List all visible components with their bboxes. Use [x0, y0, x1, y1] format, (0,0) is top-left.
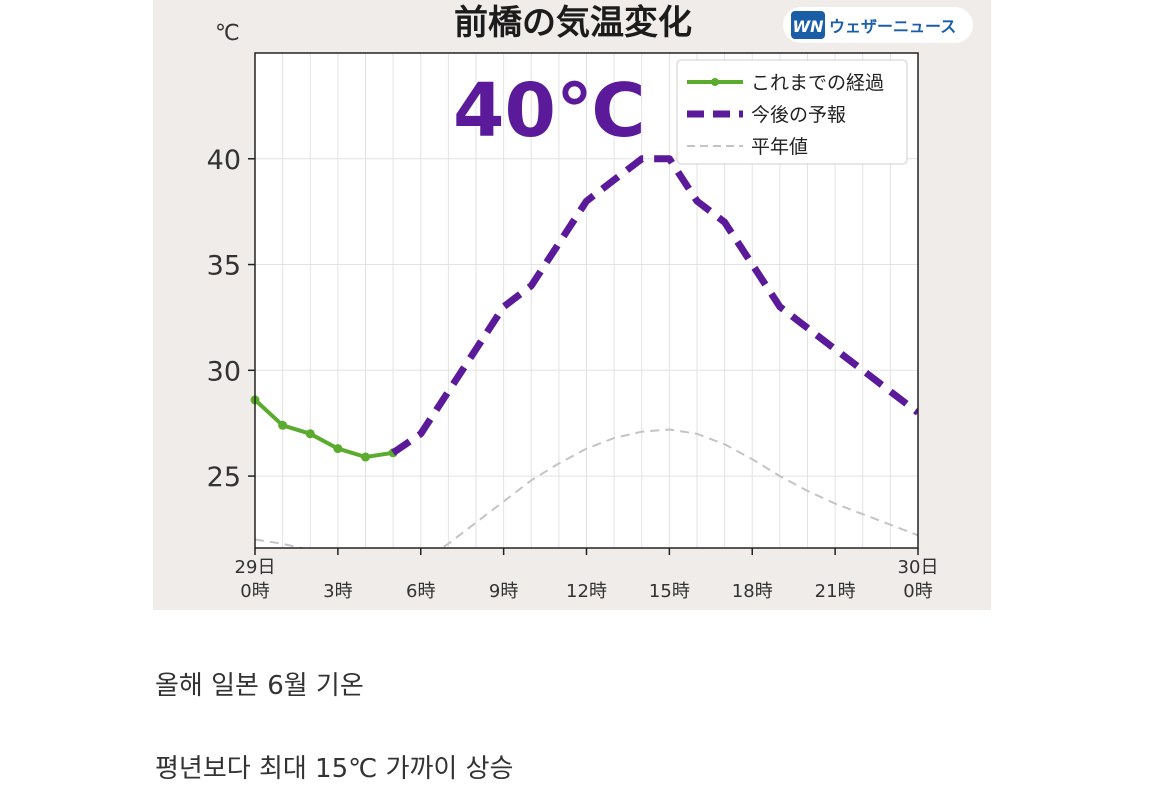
y-tick-label: 30: [207, 356, 241, 387]
legend-marker-observed: [711, 78, 719, 86]
series-marker-observed: [278, 420, 288, 430]
series-marker-observed: [361, 452, 370, 462]
y-axis-unit: ℃: [215, 21, 240, 46]
legend-box: [676, 59, 908, 165]
axis-ticks: 29日 0時 3時 6時 9時 12時 15時 18時 21時 30日 0時 25 30 35 40: [207, 145, 939, 602]
series-layer: [250, 155, 918, 548]
x-tick-label-day: 30日: [898, 557, 939, 578]
chart-title: 前橋の気温変化: [454, 3, 692, 43]
x-tick-label-day: 29日: [235, 557, 276, 578]
y-tick-label: 25: [207, 462, 241, 493]
temperature-chart: 29日 0時 3時 6時 9時 12時 15時 18時 21時 30日 0時 25 30 35 40 前橋の…: [207, 3, 973, 602]
y-tick-label: 35: [207, 251, 241, 282]
y-tick-label: 40: [207, 145, 241, 176]
brand-name: ウェザーニュース: [829, 17, 956, 36]
peak-temperature-label: 40℃: [453, 68, 646, 154]
x-tick-label-hour: 6時: [406, 581, 435, 602]
caption-line-2: 평년보다 최대 15℃ 가까이 상승: [155, 754, 514, 784]
brand-logo-mark: WN: [792, 17, 824, 36]
series-marker-observed: [333, 444, 343, 454]
chart-figure: 29日 0時 3時 6時 9時 12時 15時 18時 21時 30日 0時 25 30 35 40 前橋の…: [153, 0, 991, 610]
legend-label-forecast: 今後の予報: [751, 104, 846, 126]
legend-label-observed: これまでの経過: [751, 72, 884, 94]
series-line-forecast: [391, 155, 918, 456]
x-tick-label-hour: 0時: [903, 581, 932, 602]
legend-label-normal: 平年値: [751, 136, 808, 158]
brand-logo: WN ウェザーニュース: [783, 7, 973, 43]
legend: これまでの経過 今後の予報 平年値: [676, 59, 908, 165]
x-tick-label-hour: 15時: [649, 581, 690, 602]
caption-line-1: 올해 일본 6월 기온: [155, 671, 364, 701]
x-tick-label-hour: 12時: [566, 581, 607, 602]
x-tick-label-hour: 3時: [323, 581, 352, 602]
x-tick-label-hour: 0時: [240, 581, 269, 602]
x-tick-label-hour: 18時: [732, 581, 773, 602]
x-tick-label-hour: 21時: [815, 581, 856, 602]
x-tick-label-hour: 9時: [489, 581, 518, 602]
series-line-observed: [255, 398, 394, 459]
series-marker-observed: [305, 429, 315, 439]
series-line-normal: [255, 428, 918, 548]
grid: [255, 53, 918, 548]
